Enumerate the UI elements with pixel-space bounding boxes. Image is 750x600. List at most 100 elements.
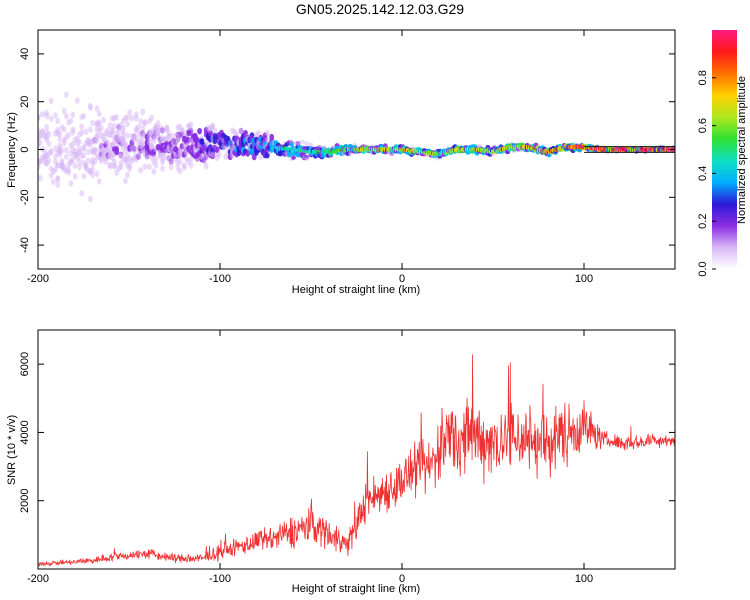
spectrogram-cell (44, 109, 50, 117)
snr-x-tick-label: -100 (209, 573, 231, 585)
spectrogram-cell (210, 122, 216, 129)
spectrogram-cell (120, 128, 126, 135)
spectrogram-cell (234, 131, 240, 138)
colorbar-gradient (712, 30, 737, 269)
spectrogram-cell (125, 120, 130, 128)
spectrogram-cell (48, 115, 54, 122)
spectrogram-ridge-cell (294, 147, 297, 152)
spectrogram-cell (291, 155, 296, 160)
spectrogram-cell (64, 153, 69, 160)
spectrogram-cell (112, 158, 117, 165)
spectrogram-cell (127, 109, 133, 116)
spectrogram-cell (77, 145, 82, 152)
spectrogram-cell (168, 163, 174, 170)
spectrogram-cell (81, 152, 87, 159)
spectrogram-ridge-cell (471, 147, 474, 152)
spectrogram-cell (59, 147, 65, 154)
spectrogram-cell (79, 190, 85, 197)
spectrogram-cell (214, 146, 220, 153)
spectrogram-cell (50, 178, 56, 185)
spectrogram-cell (195, 155, 200, 162)
colorbar-tick-label: 0.6 (697, 118, 709, 133)
spectrogram-cell (136, 123, 141, 131)
figure-title: GN05.2025.142.12.03.G29 (296, 1, 464, 17)
snr-series (38, 354, 675, 567)
spectrogram-cell (48, 149, 54, 156)
spectrogram-cell (116, 127, 122, 134)
snr-x-tick-label: 0 (399, 573, 405, 585)
spectrogram-cell (85, 148, 91, 156)
spectrogram-ridge-cell (277, 145, 280, 150)
spectrogram-ridge-cell (318, 149, 321, 154)
spectrogram-cell (188, 155, 194, 163)
spectrogram-cell (123, 140, 128, 148)
spectrogram-cell (94, 170, 100, 177)
spectrogram-cell (203, 163, 209, 170)
spectrogram-cell (96, 110, 102, 118)
spectrogram-cell (83, 128, 89, 135)
spectrogram-cell (264, 137, 270, 144)
spectrogram-cell (57, 130, 63, 138)
colorbar-tick-label: 0.8 (697, 70, 709, 85)
spectrogram-y-tick-label: -20 (19, 189, 31, 205)
spectrogram-cell (46, 157, 52, 164)
spectrogram-cell (181, 162, 187, 169)
spectrogram-cell (66, 166, 71, 173)
spectrogram-cell (144, 153, 150, 160)
spectrogram-cell (70, 156, 76, 163)
spectrogram-cell (68, 180, 74, 187)
spectrogram-cell (321, 145, 327, 150)
spectrogram-cell (64, 147, 69, 154)
spectrogram-cell (249, 148, 255, 155)
spectrogram-ridge-cell (274, 145, 278, 150)
spectrogram-cell (46, 131, 52, 138)
spectrogram-cell (155, 130, 161, 137)
spectrogram-cell (125, 114, 130, 121)
spectrogram-cell (85, 157, 91, 165)
spectrogram-cell (149, 114, 155, 121)
spectrogram-cell (188, 162, 194, 169)
spectrogram-cell (101, 116, 106, 124)
spectrogram-cell (140, 108, 146, 116)
spectrogram-cell (308, 142, 314, 147)
snr-line (38, 354, 675, 567)
colorbar-label: Normalized spectral amplitude (736, 76, 748, 224)
spectrogram-cell (114, 148, 119, 155)
spectrogram-cell (55, 162, 61, 169)
spectrogram-cell (127, 162, 133, 170)
spectrogram-x-label: Height of straight line (km) (292, 284, 420, 296)
spectrogram-y-tick-label: 20 (19, 96, 31, 108)
spectrogram-cell (188, 121, 194, 129)
spectrogram-cell (138, 118, 144, 125)
spectrogram-x-tick-label: -100 (209, 273, 231, 285)
snr-x-ticks: -200 -100 0 100 (27, 330, 593, 585)
snr-frame (37, 329, 676, 570)
spectrogram-cell (94, 105, 100, 112)
spectrogram-cell (77, 163, 82, 171)
spectrogram-cell (96, 178, 102, 185)
spectrogram-y-tick-label: 40 (19, 48, 31, 60)
spectrogram-cell (46, 140, 52, 148)
spectrogram-x-tick-label: 100 (575, 273, 593, 285)
spectrogram-cell (61, 140, 67, 147)
spectrogram-cell (96, 119, 102, 126)
spectrogram-cell (125, 171, 130, 179)
spectrogram-cell (123, 177, 128, 185)
spectrogram-cell (177, 158, 183, 165)
spectrogram-cell (125, 132, 130, 139)
colorbar-ticks: 0.0 0.2 0.4 0.6 0.8 (697, 70, 716, 277)
spectrogram-cell (151, 168, 157, 175)
spectrogram-cell (55, 117, 61, 125)
spectrogram-cell (70, 126, 76, 133)
snr-x-tick-label: 100 (575, 573, 593, 585)
spectrogram-cell (79, 129, 85, 136)
snr-x-label: Height of straight line (km) (292, 583, 420, 595)
spectrogram-cell (177, 168, 183, 175)
spectrogram-cell (64, 112, 69, 120)
spectrogram-ridge-cell (484, 148, 487, 153)
spectrogram-cell (142, 163, 148, 170)
spectrogram-cell (77, 158, 82, 165)
spectrogram-cell (269, 133, 275, 141)
spectrogram-cell (245, 150, 251, 157)
spectrogram-cell (153, 162, 159, 169)
